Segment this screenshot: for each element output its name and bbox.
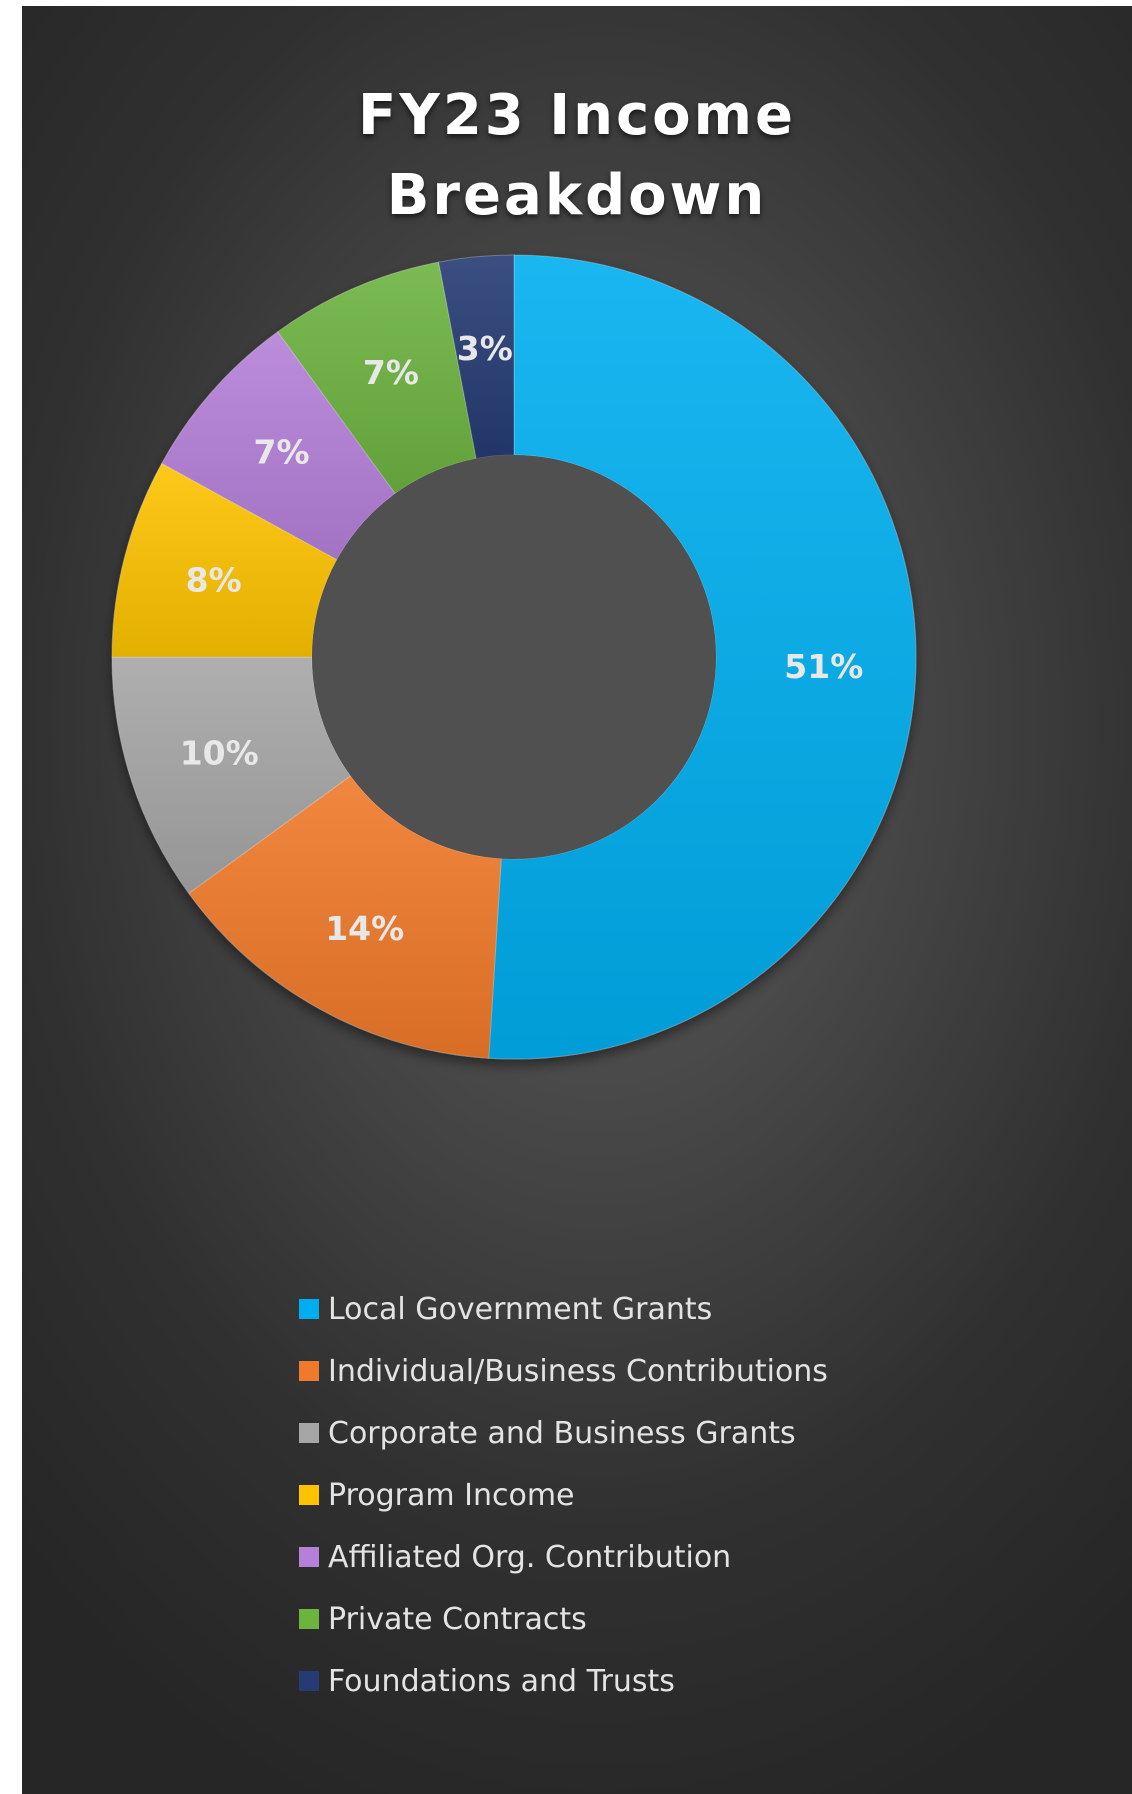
legend-swatch-private-contracts bbox=[299, 1609, 319, 1629]
donut-shading bbox=[112, 255, 916, 1059]
chart-legend: Local Government Grants Individual/Busine… bbox=[299, 1278, 828, 1712]
legend-swatch-foundations-and-trusts bbox=[299, 1671, 319, 1691]
chart-title-line-2: Breakdown bbox=[386, 163, 768, 228]
slice-labels: 51% 14% 10% 8% 7% 7% 3% bbox=[180, 329, 864, 948]
legend-item-individual-business-contributions: Individual/Business Contributions bbox=[299, 1340, 828, 1402]
slice-shade-foundations-and-trusts bbox=[438, 255, 514, 459]
legend-label-local-government-grants: Local Government Grants bbox=[328, 1291, 713, 1327]
legend-item-affiliated-org-contribution: Affiliated Org. Contribution bbox=[299, 1526, 828, 1588]
legend-label-private-contracts: Private Contracts bbox=[328, 1601, 587, 1637]
legend-item-private-contracts: Private Contracts bbox=[299, 1588, 828, 1650]
slice-label-affiliated-org-contribution: 7% bbox=[253, 433, 309, 472]
slice-shade-program-income bbox=[112, 463, 337, 657]
legend-label-corporate-and-business-grants: Corporate and Business Grants bbox=[328, 1415, 796, 1451]
legend-swatch-corporate-and-business-grants bbox=[299, 1423, 319, 1443]
slice-shade-individual-business-contributions bbox=[188, 775, 502, 1059]
donut-chart: 51% 14% 10% 8% 7% 7% 3% bbox=[111, 254, 917, 1060]
legend-swatch-program-income bbox=[299, 1485, 319, 1505]
legend-item-foundations-and-trusts: Foundations and Trusts bbox=[299, 1650, 828, 1712]
legend-swatch-affiliated-org-contribution bbox=[299, 1547, 319, 1567]
slice-label-private-contracts: 7% bbox=[363, 353, 419, 392]
legend-label-individual-business-contributions: Individual/Business Contributions bbox=[328, 1353, 828, 1389]
donut-hole bbox=[312, 455, 716, 859]
slice-shade-corporate-and-business-grants bbox=[112, 657, 351, 894]
slice-shade-local-government-grants bbox=[488, 255, 916, 1059]
slice-shade-private-contracts bbox=[277, 262, 477, 494]
legend-label-foundations-and-trusts: Foundations and Trusts bbox=[328, 1663, 675, 1699]
legend-label-program-income: Program Income bbox=[328, 1477, 575, 1513]
slice-label-individual-business-contributions: 14% bbox=[325, 909, 404, 948]
chart-card: FY23 Income Breakdown 51% 14% 10% 8% 7% 7% 3% … bbox=[22, 6, 1132, 1794]
slice-shade-affiliated-org-contribution bbox=[161, 331, 396, 560]
legend-item-program-income: Program Income bbox=[299, 1464, 828, 1526]
slice-label-local-government-grants: 51% bbox=[784, 647, 863, 686]
chart-title: FY23 Income Breakdown bbox=[22, 76, 1132, 236]
slice-label-corporate-and-business-grants: 10% bbox=[180, 733, 259, 772]
slice-label-foundations-and-trusts: 3% bbox=[457, 329, 513, 368]
legend-swatch-individual-business-contributions bbox=[299, 1361, 319, 1381]
legend-item-local-government-grants: Local Government Grants bbox=[299, 1278, 828, 1340]
legend-swatch-local-government-grants bbox=[299, 1299, 319, 1319]
legend-item-corporate-and-business-grants: Corporate and Business Grants bbox=[299, 1402, 828, 1464]
chart-title-line-1: FY23 Income bbox=[358, 83, 796, 148]
slice-label-program-income: 8% bbox=[186, 560, 242, 599]
legend-label-affiliated-org-contribution: Affiliated Org. Contribution bbox=[328, 1539, 732, 1575]
